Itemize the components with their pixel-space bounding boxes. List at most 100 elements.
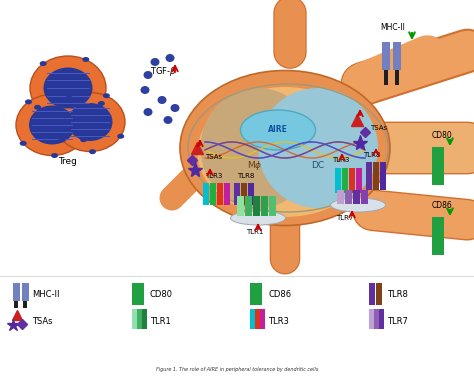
Text: DC: DC: [311, 161, 325, 169]
Ellipse shape: [89, 149, 96, 154]
Bar: [356, 168, 362, 193]
Bar: [379, 310, 384, 329]
Bar: [250, 310, 255, 329]
Bar: [369, 283, 375, 305]
Bar: [380, 162, 386, 190]
Text: TLR3: TLR3: [205, 173, 222, 179]
Ellipse shape: [117, 134, 124, 139]
Ellipse shape: [180, 71, 390, 226]
Bar: [22, 283, 29, 301]
Ellipse shape: [16, 94, 88, 155]
Text: TLR8: TLR8: [237, 173, 255, 179]
Ellipse shape: [258, 88, 378, 208]
Bar: [237, 196, 244, 216]
Bar: [373, 162, 379, 190]
Text: Figure 1. The role of AIRE in peripheral tolerance by dendritic cells: Figure 1. The role of AIRE in peripheral…: [156, 367, 318, 372]
Text: TLR1: TLR1: [246, 229, 264, 235]
Ellipse shape: [29, 105, 75, 144]
Bar: [369, 310, 374, 329]
Bar: [335, 168, 341, 193]
Bar: [13, 283, 20, 301]
Ellipse shape: [82, 57, 89, 62]
Text: TLR8: TLR8: [387, 290, 408, 299]
Ellipse shape: [51, 153, 58, 158]
Ellipse shape: [44, 68, 92, 108]
Ellipse shape: [58, 137, 65, 142]
Ellipse shape: [330, 198, 385, 212]
Ellipse shape: [103, 93, 110, 98]
Bar: [353, 190, 360, 204]
Bar: [137, 310, 142, 329]
Bar: [142, 310, 147, 329]
Bar: [245, 196, 252, 216]
Text: TGF-$\beta$: TGF-$\beta$: [150, 65, 176, 79]
FancyArrowPatch shape: [363, 56, 428, 84]
Bar: [337, 190, 344, 204]
Text: TLR3: TLR3: [332, 157, 349, 163]
Ellipse shape: [144, 108, 153, 116]
Bar: [132, 283, 144, 305]
Bar: [24, 301, 27, 308]
Bar: [241, 183, 247, 205]
Bar: [432, 147, 444, 185]
Ellipse shape: [201, 88, 316, 208]
Bar: [203, 183, 209, 205]
Text: TLR3: TLR3: [268, 317, 289, 326]
Text: M$\phi$: M$\phi$: [247, 158, 263, 172]
Bar: [210, 183, 216, 205]
Bar: [132, 310, 137, 329]
Ellipse shape: [65, 96, 73, 101]
Bar: [349, 168, 355, 193]
Text: CD86: CD86: [432, 200, 453, 209]
Ellipse shape: [25, 99, 32, 104]
Bar: [395, 70, 399, 85]
Ellipse shape: [230, 211, 285, 225]
Ellipse shape: [19, 141, 27, 146]
Ellipse shape: [67, 118, 74, 123]
Text: TLR7: TLR7: [337, 215, 354, 221]
Ellipse shape: [64, 97, 71, 102]
Bar: [366, 162, 372, 190]
Ellipse shape: [164, 116, 173, 124]
Text: CD86: CD86: [268, 290, 292, 299]
Bar: [250, 283, 263, 305]
Bar: [253, 196, 260, 216]
Bar: [224, 183, 230, 205]
FancyArrowPatch shape: [172, 172, 198, 198]
Ellipse shape: [80, 137, 87, 142]
Bar: [261, 310, 265, 329]
Text: CD80: CD80: [432, 130, 453, 139]
Bar: [15, 301, 18, 308]
Text: TLR1: TLR1: [150, 317, 171, 326]
Bar: [217, 183, 223, 205]
Text: TSAs: TSAs: [205, 154, 222, 160]
FancyArrowPatch shape: [363, 51, 467, 84]
Bar: [255, 310, 261, 329]
Ellipse shape: [55, 93, 125, 152]
Ellipse shape: [157, 96, 166, 104]
Bar: [376, 283, 382, 305]
Ellipse shape: [144, 71, 153, 79]
FancyArrowPatch shape: [373, 210, 467, 220]
Text: Treg: Treg: [59, 158, 77, 166]
Bar: [342, 168, 348, 193]
FancyArrowPatch shape: [363, 51, 467, 84]
Bar: [234, 183, 240, 205]
Text: AIRE: AIRE: [268, 125, 288, 135]
Ellipse shape: [40, 61, 46, 66]
Bar: [269, 196, 276, 216]
FancyArrowPatch shape: [373, 210, 467, 220]
FancyArrowPatch shape: [373, 210, 467, 220]
Ellipse shape: [98, 101, 105, 106]
Ellipse shape: [30, 56, 106, 120]
Bar: [382, 42, 390, 70]
Ellipse shape: [140, 86, 149, 94]
Ellipse shape: [171, 104, 180, 112]
Bar: [261, 196, 268, 216]
Ellipse shape: [240, 110, 316, 150]
Text: TSAs: TSAs: [370, 125, 387, 131]
Text: MHC-II: MHC-II: [380, 23, 405, 33]
Bar: [345, 190, 352, 204]
Text: CD80: CD80: [150, 290, 173, 299]
Text: TSAs: TSAs: [33, 317, 53, 326]
